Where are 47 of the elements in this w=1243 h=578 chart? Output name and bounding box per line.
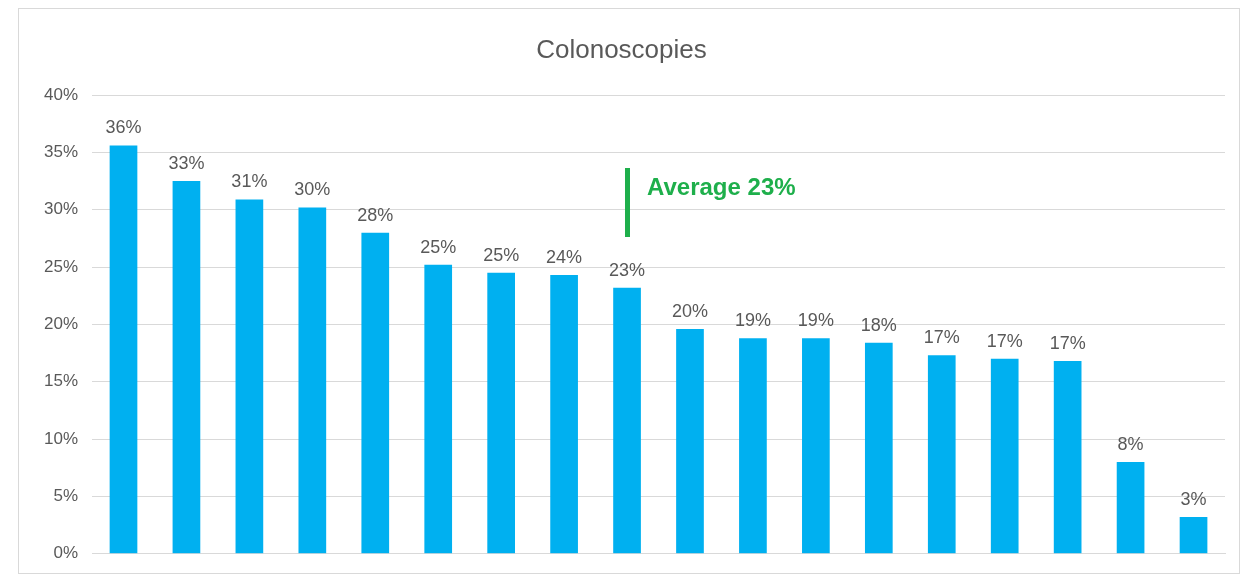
y-tick-label: 25% — [43, 256, 79, 276]
data-label: 23% — [609, 259, 646, 280]
data-label: 17% — [986, 330, 1023, 351]
data-label: 28% — [357, 204, 394, 225]
bar — [487, 272, 515, 554]
y-tick-label: 35% — [43, 142, 79, 162]
bar — [1116, 462, 1145, 554]
bar — [676, 328, 704, 554]
data-label: 19% — [797, 310, 834, 331]
bar — [864, 342, 893, 554]
data-label: 25% — [420, 236, 457, 257]
data-label: 19% — [734, 310, 771, 331]
data-label: 24% — [546, 247, 583, 268]
bar — [550, 275, 578, 554]
bar — [802, 338, 830, 554]
data-label: 3% — [1180, 489, 1207, 510]
data-label: 17% — [923, 327, 960, 348]
data-label: 25% — [483, 244, 520, 265]
data-label: 31% — [231, 171, 268, 192]
bar — [613, 287, 641, 554]
y-tick-label: 15% — [43, 371, 79, 391]
y-tick-label: 40% — [43, 84, 79, 104]
bar — [990, 358, 1019, 554]
bar — [927, 355, 956, 554]
bar — [235, 199, 264, 554]
bar — [109, 145, 138, 554]
data-label: 36% — [105, 117, 142, 138]
y-tick-label: 20% — [43, 314, 79, 334]
data-label: 18% — [860, 314, 897, 335]
data-label: 17% — [1049, 333, 1086, 354]
bar — [424, 264, 453, 554]
bar — [739, 338, 767, 554]
data-label: 30% — [294, 179, 331, 200]
y-tick-label: 30% — [43, 199, 79, 219]
data-label: 8% — [1117, 434, 1144, 455]
y-tick-label: 10% — [43, 428, 79, 448]
data-label: 20% — [671, 300, 708, 321]
bar — [1053, 361, 1082, 554]
bar — [1179, 517, 1208, 554]
y-tick-label: 0% — [53, 543, 79, 563]
chart-title: Colonoscopies — [535, 34, 708, 65]
data-label: 33% — [168, 152, 205, 173]
bar — [361, 232, 390, 554]
bar — [298, 207, 327, 554]
annotation: Average 23% — [647, 172, 796, 201]
bar — [172, 181, 201, 554]
y-tick-label: 5% — [53, 486, 79, 506]
